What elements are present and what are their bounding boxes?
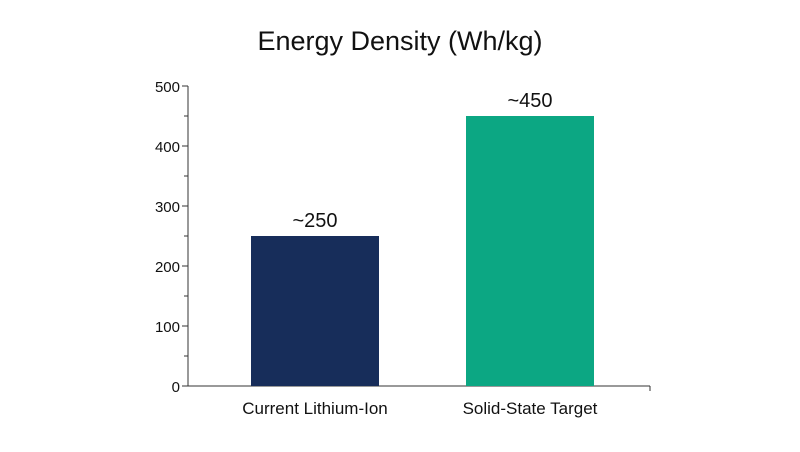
bar <box>251 236 379 386</box>
data-labels: ~250 Current Lithium-Ion ~450 Solid-State T… <box>242 90 597 418</box>
y-tick-label: 500 <box>155 79 180 96</box>
y-tick-label: 400 <box>155 139 180 156</box>
bar-value-label: ~450 <box>507 90 552 112</box>
y-tick-label: 200 <box>155 259 180 276</box>
bar-value-label: ~250 <box>292 210 337 232</box>
bars <box>251 116 594 386</box>
y-tick-label: 0 <box>172 379 180 396</box>
bar <box>466 116 594 386</box>
y-tick-label: 300 <box>155 199 180 216</box>
chart-title: Energy Density (Wh/kg) <box>257 26 542 56</box>
x-category-label: Current Lithium-Ion <box>242 399 388 418</box>
y-tick-label: 100 <box>155 319 180 336</box>
x-category-label: Solid-State Target <box>463 399 598 418</box>
